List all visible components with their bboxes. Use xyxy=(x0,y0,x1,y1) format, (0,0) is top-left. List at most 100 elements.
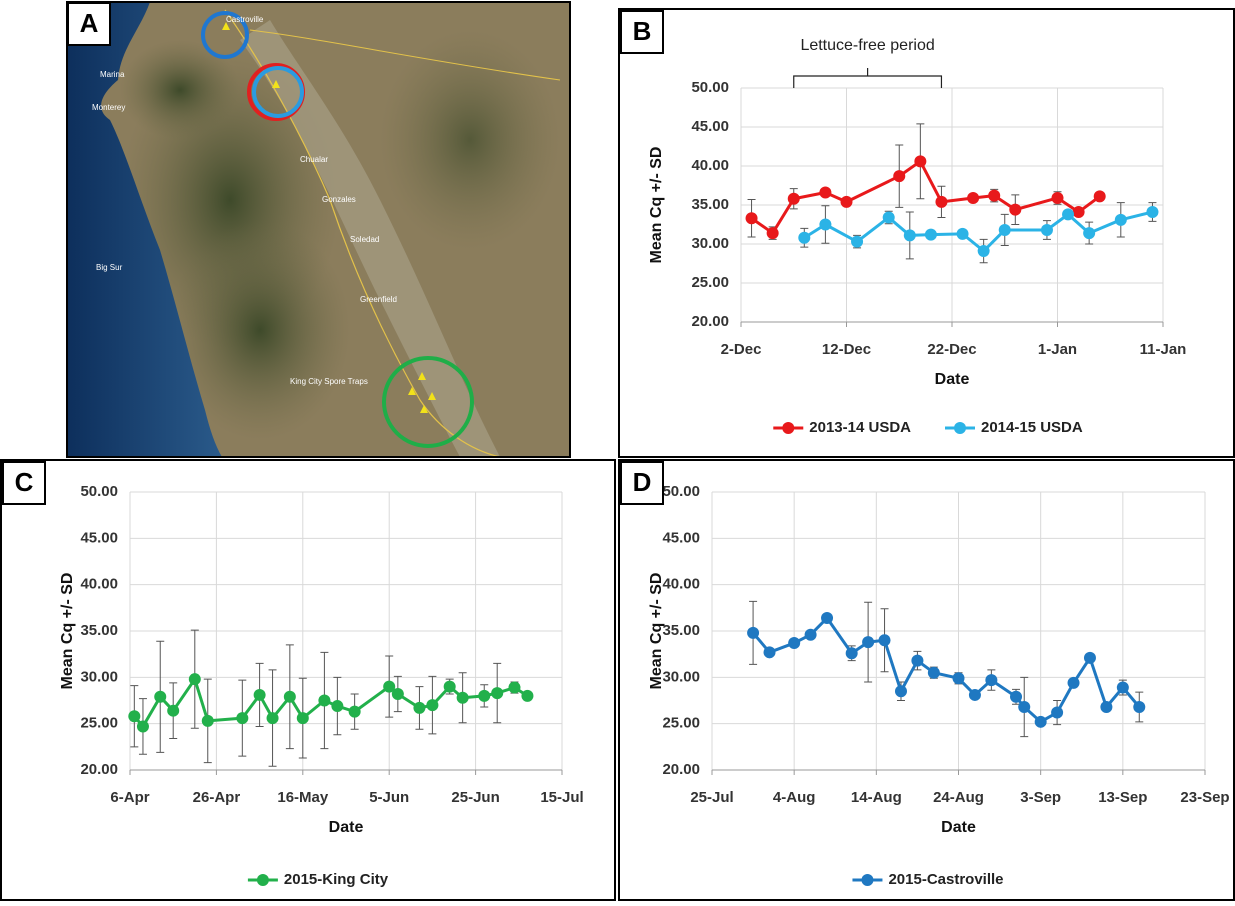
map-label: Chualar xyxy=(300,155,328,164)
data-point xyxy=(969,689,981,701)
y-tick-label: 30.00 xyxy=(691,235,729,252)
data-point xyxy=(521,690,533,702)
data-point xyxy=(747,627,759,639)
x-axis-title: Date xyxy=(935,371,970,388)
data-point xyxy=(508,682,520,694)
x-tick-label: 3-Sep xyxy=(1020,789,1061,806)
data-point xyxy=(1041,224,1053,236)
data-point xyxy=(879,634,891,646)
y-tick-label: 40.00 xyxy=(80,576,118,593)
data-point xyxy=(1117,682,1129,694)
data-point xyxy=(846,647,858,659)
y-tick-label: 20.00 xyxy=(662,761,700,778)
figure: ACastrovilleMarinaMontereyChualarGonzale… xyxy=(0,0,1235,901)
map-label: Marina xyxy=(100,70,125,79)
y-tick-label: 25.00 xyxy=(80,715,118,732)
data-point xyxy=(137,720,149,732)
x-tick-label: 23-Sep xyxy=(1180,789,1229,806)
data-point xyxy=(318,695,330,707)
data-point xyxy=(999,224,1011,236)
y-axis-title: Mean Cq +/- SD xyxy=(648,147,665,264)
x-tick-label: 11-Jan xyxy=(1140,341,1187,358)
page: {"map": {"panel": "A", "labels": ["Castr… xyxy=(0,0,1235,901)
data-point xyxy=(1068,677,1080,689)
data-point xyxy=(893,170,905,182)
data-point xyxy=(1051,707,1063,719)
data-point xyxy=(953,672,965,684)
data-point xyxy=(788,193,800,205)
legend-marker xyxy=(782,422,794,434)
data-point xyxy=(1052,192,1064,204)
legend-label: 2015-King City xyxy=(284,871,389,888)
data-point xyxy=(349,706,361,718)
data-point xyxy=(967,192,979,204)
x-axis-title: Date xyxy=(329,819,364,836)
data-point xyxy=(267,712,279,724)
data-point xyxy=(851,236,863,248)
y-tick-label: 35.00 xyxy=(80,622,118,639)
map-label: King City Spore Traps xyxy=(290,377,368,386)
legend-label: 2013-14 USDA xyxy=(809,419,911,436)
y-tick-label: 40.00 xyxy=(662,576,700,593)
panel-letter: B xyxy=(633,16,652,46)
data-point xyxy=(426,699,438,711)
legend-marker xyxy=(954,422,966,434)
series-line xyxy=(752,161,1100,233)
data-point xyxy=(788,637,800,649)
data-point xyxy=(1035,716,1047,728)
data-point xyxy=(988,190,1000,202)
legend-marker xyxy=(257,874,269,886)
data-point xyxy=(895,685,907,697)
data-point xyxy=(1094,190,1106,202)
data-point xyxy=(1133,701,1145,713)
data-point xyxy=(985,674,997,686)
x-tick-label: 2-Dec xyxy=(721,341,762,358)
data-point xyxy=(236,712,248,724)
data-point xyxy=(1083,227,1095,239)
x-tick-label: 22-Dec xyxy=(927,341,976,358)
x-tick-label: 14-Aug xyxy=(851,789,902,806)
y-axis-title: Mean Cq +/- SD xyxy=(648,573,665,690)
data-point xyxy=(764,646,776,658)
map-label: Big Sur xyxy=(96,263,123,272)
y-tick-label: 25.00 xyxy=(662,715,700,732)
data-point xyxy=(413,702,425,714)
x-tick-label: 25-Jul xyxy=(690,789,733,806)
data-point xyxy=(254,689,266,701)
y-tick-label: 30.00 xyxy=(662,668,700,685)
x-tick-label: 26-Apr xyxy=(193,789,241,806)
data-point xyxy=(1010,691,1022,703)
data-point xyxy=(1009,204,1021,216)
data-point xyxy=(392,688,404,700)
data-point xyxy=(491,687,503,699)
data-point xyxy=(1146,206,1158,218)
data-point xyxy=(331,700,343,712)
data-point xyxy=(1100,701,1112,713)
data-point xyxy=(928,667,940,679)
x-tick-label: 13-Sep xyxy=(1098,789,1147,806)
data-point xyxy=(957,228,969,240)
y-tick-label: 50.00 xyxy=(662,483,700,500)
panel-letter: A xyxy=(80,8,99,38)
y-tick-label: 50.00 xyxy=(691,79,729,96)
y-tick-label: 45.00 xyxy=(662,529,700,546)
y-tick-label: 35.00 xyxy=(662,622,700,639)
data-point xyxy=(167,705,179,717)
y-axis-title: Mean Cq +/- SD xyxy=(59,573,76,690)
map-label: Gonzales xyxy=(322,195,356,204)
data-point xyxy=(819,187,831,199)
annotation-bracket xyxy=(794,68,942,88)
x-tick-label: 5-Jun xyxy=(369,789,409,806)
x-tick-label: 15-Jul xyxy=(540,789,583,806)
y-tick-label: 35.00 xyxy=(691,196,729,213)
data-point xyxy=(297,712,309,724)
data-point xyxy=(154,691,166,703)
panel-frame xyxy=(619,460,1234,900)
y-tick-label: 45.00 xyxy=(691,118,729,135)
data-point xyxy=(457,692,469,704)
legend-marker xyxy=(861,874,873,886)
series-line xyxy=(134,679,527,726)
y-tick-label: 40.00 xyxy=(691,157,729,174)
data-point xyxy=(1073,206,1085,218)
legend-label: 2015-Castroville xyxy=(888,871,1003,888)
